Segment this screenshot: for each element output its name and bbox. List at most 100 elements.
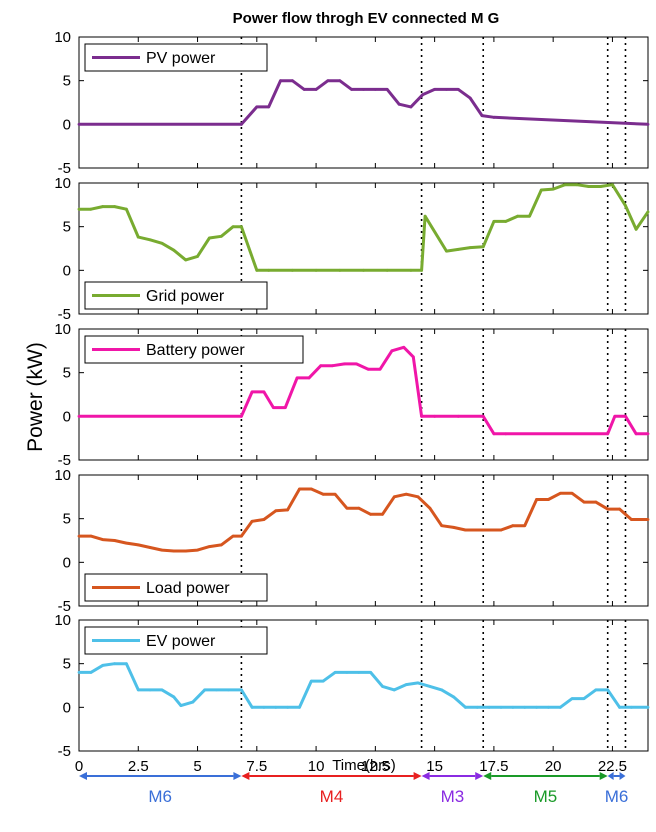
series-point: [499, 705, 503, 709]
mode-arrow-head-left: [421, 772, 430, 780]
series-point: [481, 245, 485, 249]
mode-label: M6: [605, 787, 629, 806]
y-tick-label: 10: [54, 321, 71, 338]
series-point: [646, 432, 650, 436]
series-point: [207, 236, 211, 240]
series-point: [606, 688, 610, 692]
legend-label: PV power: [146, 50, 216, 67]
y-tick-label: 5: [63, 511, 71, 528]
series-point: [402, 345, 406, 349]
series-point: [594, 688, 598, 692]
series-point: [582, 697, 586, 700]
y-tick-label: 5: [63, 73, 71, 90]
series-point: [440, 688, 444, 692]
series-point: [385, 268, 389, 272]
series-point: [433, 414, 437, 418]
series-point: [314, 88, 318, 91]
mode-arrow-head-left: [241, 772, 250, 780]
series-point: [302, 88, 306, 91]
series-point: [547, 705, 550, 709]
series-point: [523, 705, 527, 709]
series-point: [160, 548, 164, 552]
series-point: [392, 495, 396, 499]
mode-arrow-head-right: [233, 772, 242, 780]
series-point: [499, 528, 503, 532]
series-point: [445, 88, 448, 91]
series-point: [350, 88, 354, 91]
series-point: [547, 498, 550, 501]
mode-arrow-2: M4: [241, 772, 422, 806]
series-point: [492, 115, 496, 119]
x-tick-label: 22.5: [598, 758, 627, 775]
x-tick-label: 17.5: [479, 758, 508, 775]
series-point: [630, 518, 633, 521]
series-point: [101, 205, 105, 208]
series-point: [624, 414, 627, 418]
legend-label: Battery power: [146, 342, 245, 359]
series-point: [369, 512, 373, 516]
series-point: [516, 214, 520, 218]
series-point: [366, 367, 370, 371]
series-point: [504, 432, 508, 436]
series-point: [136, 688, 140, 692]
y-tick-label: -5: [58, 598, 71, 615]
series-point: [172, 248, 176, 252]
series-point: [338, 268, 342, 272]
y-axis-label: Power (kW): [24, 342, 47, 452]
series-point: [160, 241, 164, 245]
series-point: [345, 671, 349, 674]
series-point: [309, 487, 313, 491]
series-point: [411, 355, 415, 359]
mode-label: M3: [441, 787, 465, 806]
series-point: [646, 518, 650, 521]
y-tick-label: 10: [54, 467, 71, 484]
panel-5: -5 0 5 10 EV power: [54, 612, 650, 760]
series-point: [362, 268, 365, 272]
mode-arrow-head-left: [79, 772, 87, 780]
series-point: [480, 114, 484, 117]
series-point: [250, 519, 254, 523]
y-tick-label: -5: [58, 306, 71, 323]
series-point: [369, 671, 373, 674]
y-tick-label: -5: [58, 160, 71, 177]
series-point: [219, 543, 223, 547]
series-point: [321, 679, 325, 683]
series-point: [77, 534, 81, 538]
series-point: [416, 495, 420, 499]
series-point: [404, 683, 408, 687]
series-point: [345, 506, 349, 510]
series-point: [511, 705, 515, 709]
series-point: [160, 688, 164, 692]
series-point: [381, 512, 384, 516]
series-point: [551, 187, 555, 191]
series-point: [148, 546, 152, 549]
series-point: [420, 414, 423, 418]
series-point: [113, 205, 116, 208]
series-point: [357, 506, 361, 510]
series-point: [196, 254, 199, 258]
mode-arrow-1: M6: [79, 772, 242, 806]
series-point: [196, 548, 199, 552]
y-tick-label: 0: [63, 699, 71, 716]
x-tick-label: 7.5: [246, 758, 267, 775]
series-point: [309, 679, 313, 683]
series-point: [298, 705, 301, 709]
series-point: [487, 705, 491, 709]
series-point: [575, 183, 579, 187]
series-point: [272, 406, 275, 409]
series-point: [321, 492, 325, 496]
series-point: [464, 528, 467, 532]
series-point: [77, 122, 81, 126]
mode-arrow-head-right: [619, 772, 626, 780]
series-point: [267, 105, 271, 109]
series-point: [452, 526, 455, 529]
mode-label: M5: [534, 787, 558, 806]
series-point: [125, 662, 128, 666]
legend: Grid power: [84, 281, 268, 310]
mode-arrow-3: M3: [421, 772, 484, 806]
series-point: [331, 364, 335, 368]
series-point: [475, 705, 479, 709]
series-point: [255, 268, 259, 272]
series-point: [240, 122, 243, 126]
series-point: [343, 362, 346, 366]
